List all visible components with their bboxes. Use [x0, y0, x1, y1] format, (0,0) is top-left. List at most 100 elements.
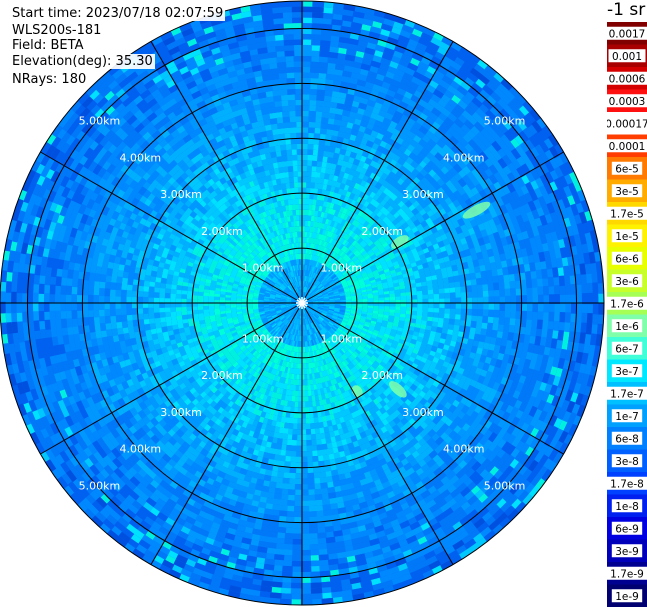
colorbar-tick-label: 1.7e-9: [610, 568, 644, 580]
colorbar-label-bg: [611, 251, 643, 265]
colorbar-label-bg: [611, 544, 643, 558]
colorbar-tick-label: 0.0001: [609, 141, 646, 153]
field-cell-ring: [219, 198, 407, 400]
colorbar-tick-label: 1.7e-6: [610, 298, 644, 310]
colorbar-label-bg: [607, 116, 647, 130]
colorbar-tick-label: 1.7e-8: [610, 478, 644, 490]
range-ring-label: 5.00km: [79, 479, 121, 492]
range-ring-label: 4.00km: [443, 443, 485, 456]
range-ring-label: 1.00km: [321, 332, 363, 345]
field-label: Field: BETA: [11, 38, 86, 53]
azimuth-spoke: [301, 41, 454, 304]
colorbar-label-bg: [607, 94, 647, 108]
field-cell-ring: [477, 237, 485, 246]
range-labels: 1.00km 1.00km 1.00km 1.00km 2.00km 2.00km 2.00…: [79, 115, 526, 493]
field-cell-ring: [285, 286, 319, 320]
range-ring-label: 2.00km: [201, 225, 243, 238]
colorbar-tick-label: 0.001: [612, 51, 642, 63]
colorbar-tick-label: 6e-6: [615, 253, 639, 265]
azimuth-spoke: [301, 302, 564, 455]
field-cell-ring: [291, 292, 313, 314]
colorbar-label-bg: [607, 296, 647, 310]
azimuth-spoke: [150, 302, 303, 565]
colorbar-tick-label: 1e-9: [615, 591, 639, 603]
range-ring-label: 1.00km: [242, 262, 284, 275]
field-cell-ring: [291, 292, 313, 314]
colorbar-tick-label: 6e-9: [615, 523, 639, 535]
colorbar-tick-label: 1.7e-5: [610, 208, 644, 220]
colorbar-tick-label: 1e-5: [615, 231, 639, 243]
colorbar-label-bg: [607, 26, 647, 40]
colorbar-tick-label: 1.7e-7: [610, 388, 644, 400]
colorbar-tick-label: 0.0017: [609, 28, 646, 40]
colorbar-tick-label: 0.00017: [607, 118, 647, 130]
range-ring-label: 2.00km: [201, 369, 243, 382]
colorbar-label-bg: [611, 431, 643, 445]
colorbar-tick-label: 1e-6: [615, 321, 639, 333]
range-ring-label: 4.00km: [119, 443, 161, 456]
colorbar-label-bg: [611, 409, 643, 423]
range-ring-label: 2.00km: [361, 369, 403, 382]
instrument-label: WLS200s-181: [11, 23, 104, 38]
colorbar-tick-label: 3e-7: [615, 366, 639, 378]
colorbar-label-bg: [611, 521, 643, 535]
range-ring-label: 3.00km: [402, 188, 444, 201]
colorbar-label-bg: [611, 454, 643, 468]
range-ring-label: 3.00km: [402, 406, 444, 419]
colorbar-label-bg: [607, 566, 647, 580]
colorbar-tick-label: 3e-6: [615, 276, 639, 288]
start-time-label: Start time: 2023/07/18 02:07:59: [11, 6, 226, 21]
range-ring-label: 3.00km: [160, 188, 202, 201]
colorbar-tick-label: 6e-5: [615, 163, 639, 175]
range-ring-label: 5.00km: [79, 115, 121, 128]
colorbar-label-bg: [611, 229, 643, 243]
colorbar-label-bg: [611, 319, 643, 333]
range-ring-label: 1.00km: [321, 262, 363, 275]
colorbar-label-bg: [611, 274, 643, 288]
field-cell-ring: [271, 285, 320, 333]
colorbar-label-bg: [611, 364, 643, 378]
colorbar: 0.0017 0.001 0.0006 0.0003 0.00017 0.0001 6e-5…: [607, 22, 647, 607]
colorbar-label-bg: [607, 71, 647, 85]
range-ring-label: 2.00km: [361, 225, 403, 238]
colorbar-label-bg: [611, 499, 643, 513]
nrays-label: NRays: 180: [11, 72, 89, 87]
colorbar-tick-label: 1e-7: [615, 411, 639, 423]
colorbar-label-bg: [611, 589, 643, 603]
range-ring-label: 1.00km: [242, 332, 284, 345]
colorbar-tick-label: 3e-8: [615, 456, 639, 468]
field-cell-ring: [287, 295, 293, 299]
range-ring-label: 5.00km: [484, 479, 526, 492]
colorbar-tick-label: 3e-5: [615, 186, 639, 198]
colorbar-label-bg: [611, 161, 643, 175]
azimuth-spoke: [301, 302, 454, 565]
range-ring-label: 3.00km: [160, 406, 202, 419]
field-cell-ring: [29, 28, 513, 574]
colorbar-label-bg: [608, 49, 646, 63]
colorbar-label-bg: [607, 206, 647, 220]
range-ring-label: 4.00km: [443, 151, 485, 164]
colorbar-label-bg: [607, 139, 647, 153]
colorbar-tick-label: 3e-9: [615, 546, 639, 558]
field-cell-ring: [285, 286, 319, 320]
field-cell-ring: [270, 321, 276, 326]
azimuth-spoke: [301, 151, 564, 304]
colorbar-label-bg: [607, 476, 647, 490]
colorbar-tick-label: 6e-8: [615, 433, 639, 445]
colorbar-tick-label: 0.0003: [609, 96, 646, 108]
field-streak: [389, 381, 407, 398]
azimuth-spoke: [40, 302, 303, 455]
field-cell-ring: [56, 47, 500, 561]
colorbar-label-bg: [611, 341, 643, 355]
colorbar-tick-label: 6e-7: [615, 343, 639, 355]
field-cell-ring: [291, 292, 313, 314]
center-mark: [298, 297, 303, 304]
colorbar-tick-label: 0.0006: [609, 73, 646, 85]
colorbar-units: -1 sr: [607, 0, 646, 20]
azimuth-spoke: [40, 151, 303, 304]
field-streak: [462, 201, 491, 219]
colorbar-label-bg: [607, 386, 647, 400]
colorbar-label-bg: [611, 184, 643, 198]
azimuth-spoke: [150, 41, 303, 304]
polar-grid: [0, 0, 605, 606]
